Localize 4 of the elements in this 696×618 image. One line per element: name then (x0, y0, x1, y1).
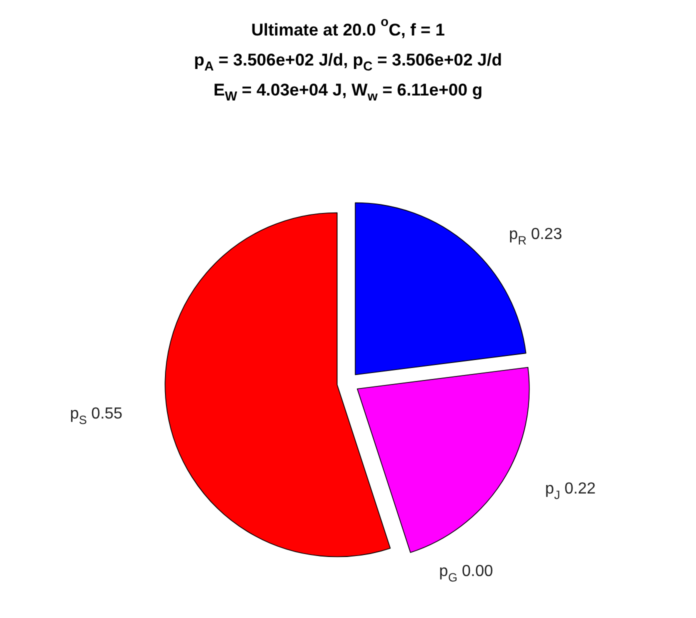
data-label: 0.22 (560, 480, 596, 498)
data-label: 0.55 (86, 405, 123, 422)
text: 0.00 (462, 562, 494, 580)
data-label: 0.23 (526, 226, 562, 243)
